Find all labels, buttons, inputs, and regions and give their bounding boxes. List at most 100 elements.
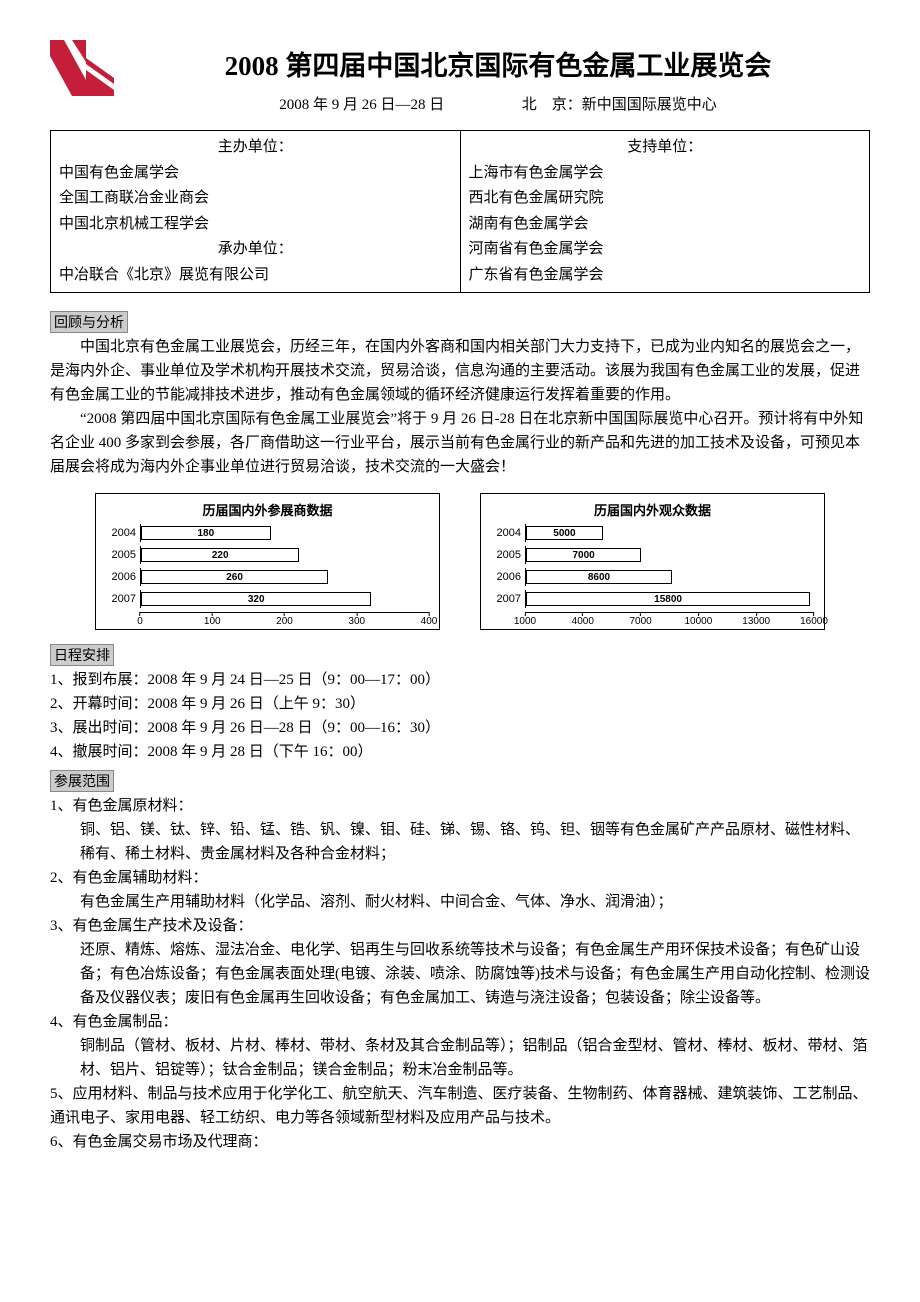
- schedule-line: 4、撤展时间：2008 年 9 月 28 日（下午 16：00）: [50, 740, 870, 764]
- bar-fill: 5000: [526, 526, 603, 540]
- bar-year: 2005: [491, 549, 525, 561]
- bar-year: 2006: [491, 571, 525, 583]
- axis-tick: 16000: [800, 612, 828, 627]
- axis-tick: 4000: [572, 612, 594, 627]
- org-line: 全国工商联冶金业商会: [59, 186, 452, 212]
- org-line: 广东省有色金属学会: [469, 263, 862, 289]
- org-line: 中国北京机械工程学会: [59, 212, 452, 238]
- scope-head: 6、有色金属交易市场及代理商：: [50, 1130, 870, 1154]
- section-scope-label: 参展范围: [50, 770, 114, 792]
- bar-row: 2006 8600: [491, 567, 814, 587]
- schedule-line: 1、报到布展：2008 年 9 月 24 日—25 日（9：00—17：00）: [50, 668, 870, 692]
- bar-year: 2005: [106, 549, 140, 561]
- x-axis: 0100200300400: [106, 611, 429, 625]
- bar-fill: 320: [141, 592, 371, 606]
- org-line: 中冶联合《北京》展览有限公司: [59, 263, 452, 289]
- bar-fill: 220: [141, 548, 299, 562]
- exhibitor-chart: 历届国内外参展商数据 2004 180 2005 220 2006 260 2007 320 0…: [95, 493, 440, 630]
- bar-row: 2004 180: [106, 523, 429, 543]
- org-line: 西北有色金属研究院: [469, 186, 862, 212]
- bar-value-label: 5000: [553, 528, 575, 539]
- bar-year: 2007: [106, 593, 140, 605]
- review-para-1: 中国北京有色金属工业展览会，历经三年，在国内外客商和国内相关部门大力支持下，已成…: [50, 335, 870, 407]
- bar-row: 2004 5000: [491, 523, 814, 543]
- section-review-label: 回顾与分析: [50, 311, 128, 333]
- org-line: 承办单位：: [59, 237, 452, 263]
- bar-fill: 8600: [526, 570, 672, 584]
- scope-head: 2、有色金属辅助材料：: [50, 866, 870, 890]
- bar-row: 2005 220: [106, 545, 429, 565]
- org-line: 中国有色金属学会: [59, 161, 452, 187]
- axis-tick: 7000: [629, 612, 651, 627]
- bar-row: 2006 260: [106, 567, 429, 587]
- org-line: 湖南有色金属学会: [469, 212, 862, 238]
- bar-year: 2004: [491, 527, 525, 539]
- scope-block: 1、有色金属原材料：铜、铝、镁、钛、锌、铅、锰、锆、钒、镍、钼、硅、锑、锡、铬、…: [50, 794, 870, 1154]
- bar-track: 260: [140, 568, 429, 586]
- bar-row: 2005 7000: [491, 545, 814, 565]
- header: 2008 第四届中国北京国际有色金属工业展览会 2008 年 9 月 26 日—…: [50, 40, 870, 122]
- axis-tick: 100: [204, 612, 221, 627]
- bar-track: 7000: [525, 546, 814, 564]
- bar-value-label: 320: [248, 594, 265, 605]
- bar-track: 220: [140, 546, 429, 564]
- schedule-line: 3、展出时间：2008 年 9 月 26 日—28 日（9：00—16：30）: [50, 716, 870, 740]
- chart2-title: 历届国内外观众数据: [491, 500, 814, 519]
- scope-body: 还原、精炼、熔炼、湿法冶金、电化学、铝再生与回收系统等技术与设备；有色金属生产用…: [50, 938, 870, 1010]
- bar-track: 180: [140, 524, 429, 542]
- date-text: 2008 年 9 月 26 日—28 日: [279, 97, 444, 113]
- bar-year: 2007: [491, 593, 525, 605]
- date-venue-line: 2008 年 9 月 26 日—28 日 北 京：新中国国际展览中心: [126, 93, 870, 114]
- bar-row: 2007 15800: [491, 589, 814, 609]
- axis-tick: 300: [348, 612, 365, 627]
- scope-head: 1、有色金属原材料：: [50, 794, 870, 818]
- scope-body: 铜、铝、镁、钛、锌、铅、锰、锆、钒、镍、钼、硅、锑、锡、铬、钨、钽、铟等有色金属…: [50, 818, 870, 866]
- x-axis: 100040007000100001300016000: [491, 611, 814, 625]
- axis-tick: 1000: [514, 612, 536, 627]
- scope-head: 5、应用材料、制品与技术应用于化学化工、航空航天、汽车制造、医疗装备、生物制药、…: [50, 1082, 870, 1130]
- axis-tick: 200: [276, 612, 293, 627]
- org-line: 上海市有色金属学会: [469, 161, 862, 187]
- bar-fill: 180: [141, 526, 271, 540]
- bar-track: 15800: [525, 590, 814, 608]
- bar-fill: 7000: [526, 548, 641, 562]
- scope-head: 3、有色金属生产技术及设备：: [50, 914, 870, 938]
- bar-value-label: 8600: [588, 572, 610, 583]
- org-left-cell: 主办单位：中国有色金属学会全国工商联冶金业商会中国北京机械工程学会承办单位：中冶…: [51, 131, 461, 293]
- axis-tick: 400: [421, 612, 438, 627]
- venue-text: 北 京：新中国国际展览中心: [522, 97, 717, 113]
- axis-tick: 0: [137, 612, 143, 627]
- bar-year: 2006: [106, 571, 140, 583]
- bar-track: 8600: [525, 568, 814, 586]
- scope-body: 铜制品（管材、板材、片材、棒材、带材、条材及其合金制品等）；铝制品（铝合金型材、…: [50, 1034, 870, 1082]
- bar-value-label: 7000: [572, 550, 594, 561]
- bar-row: 2007 320: [106, 589, 429, 609]
- bar-track: 5000: [525, 524, 814, 542]
- scope-body: 有色金属生产用辅助材料（化学品、溶剂、耐火材料、中间合金、气体、净水、润滑油）；: [50, 890, 870, 914]
- chart1-title: 历届国内外参展商数据: [106, 500, 429, 519]
- logo-icon: [50, 40, 114, 96]
- axis-tick: 13000: [742, 612, 770, 627]
- bar-year: 2004: [106, 527, 140, 539]
- org-right-cell: 支持单位：上海市有色金属学会西北有色金属研究院湖南有色金属学会河南省有色金属学会…: [460, 131, 870, 293]
- charts-row: 历届国内外参展商数据 2004 180 2005 220 2006 260 2007 320 0…: [50, 493, 870, 630]
- section-schedule-label: 日程安排: [50, 644, 114, 666]
- schedule-line: 2、开幕时间：2008 年 9 月 26 日（上午 9：30）: [50, 692, 870, 716]
- bar-value-label: 220: [212, 550, 229, 561]
- visitor-chart: 历届国内外观众数据 2004 5000 2005 7000 2006 8600 2007 15…: [480, 493, 825, 630]
- axis-tick: 10000: [684, 612, 712, 627]
- bar-track: 320: [140, 590, 429, 608]
- organizers-table: 主办单位：中国有色金属学会全国工商联冶金业商会中国北京机械工程学会承办单位：中冶…: [50, 130, 870, 293]
- org-line: 支持单位：: [469, 135, 862, 161]
- schedule-block: 1、报到布展：2008 年 9 月 24 日—25 日（9：00—17：00）2…: [50, 668, 870, 764]
- bar-fill: 15800: [526, 592, 810, 606]
- review-para-2: “2008 第四届中国北京国际有色金属工业展览会”将于 9 月 26 日-28 …: [50, 407, 870, 479]
- title-block: 2008 第四届中国北京国际有色金属工业展览会 2008 年 9 月 26 日—…: [126, 40, 870, 122]
- bar-value-label: 180: [197, 528, 214, 539]
- main-title: 2008 第四届中国北京国际有色金属工业展览会: [126, 44, 870, 83]
- scope-head: 4、有色金属制品：: [50, 1010, 870, 1034]
- bar-fill: 260: [141, 570, 328, 584]
- bar-value-label: 15800: [654, 594, 682, 605]
- bar-value-label: 260: [226, 572, 243, 583]
- org-line: 主办单位：: [59, 135, 452, 161]
